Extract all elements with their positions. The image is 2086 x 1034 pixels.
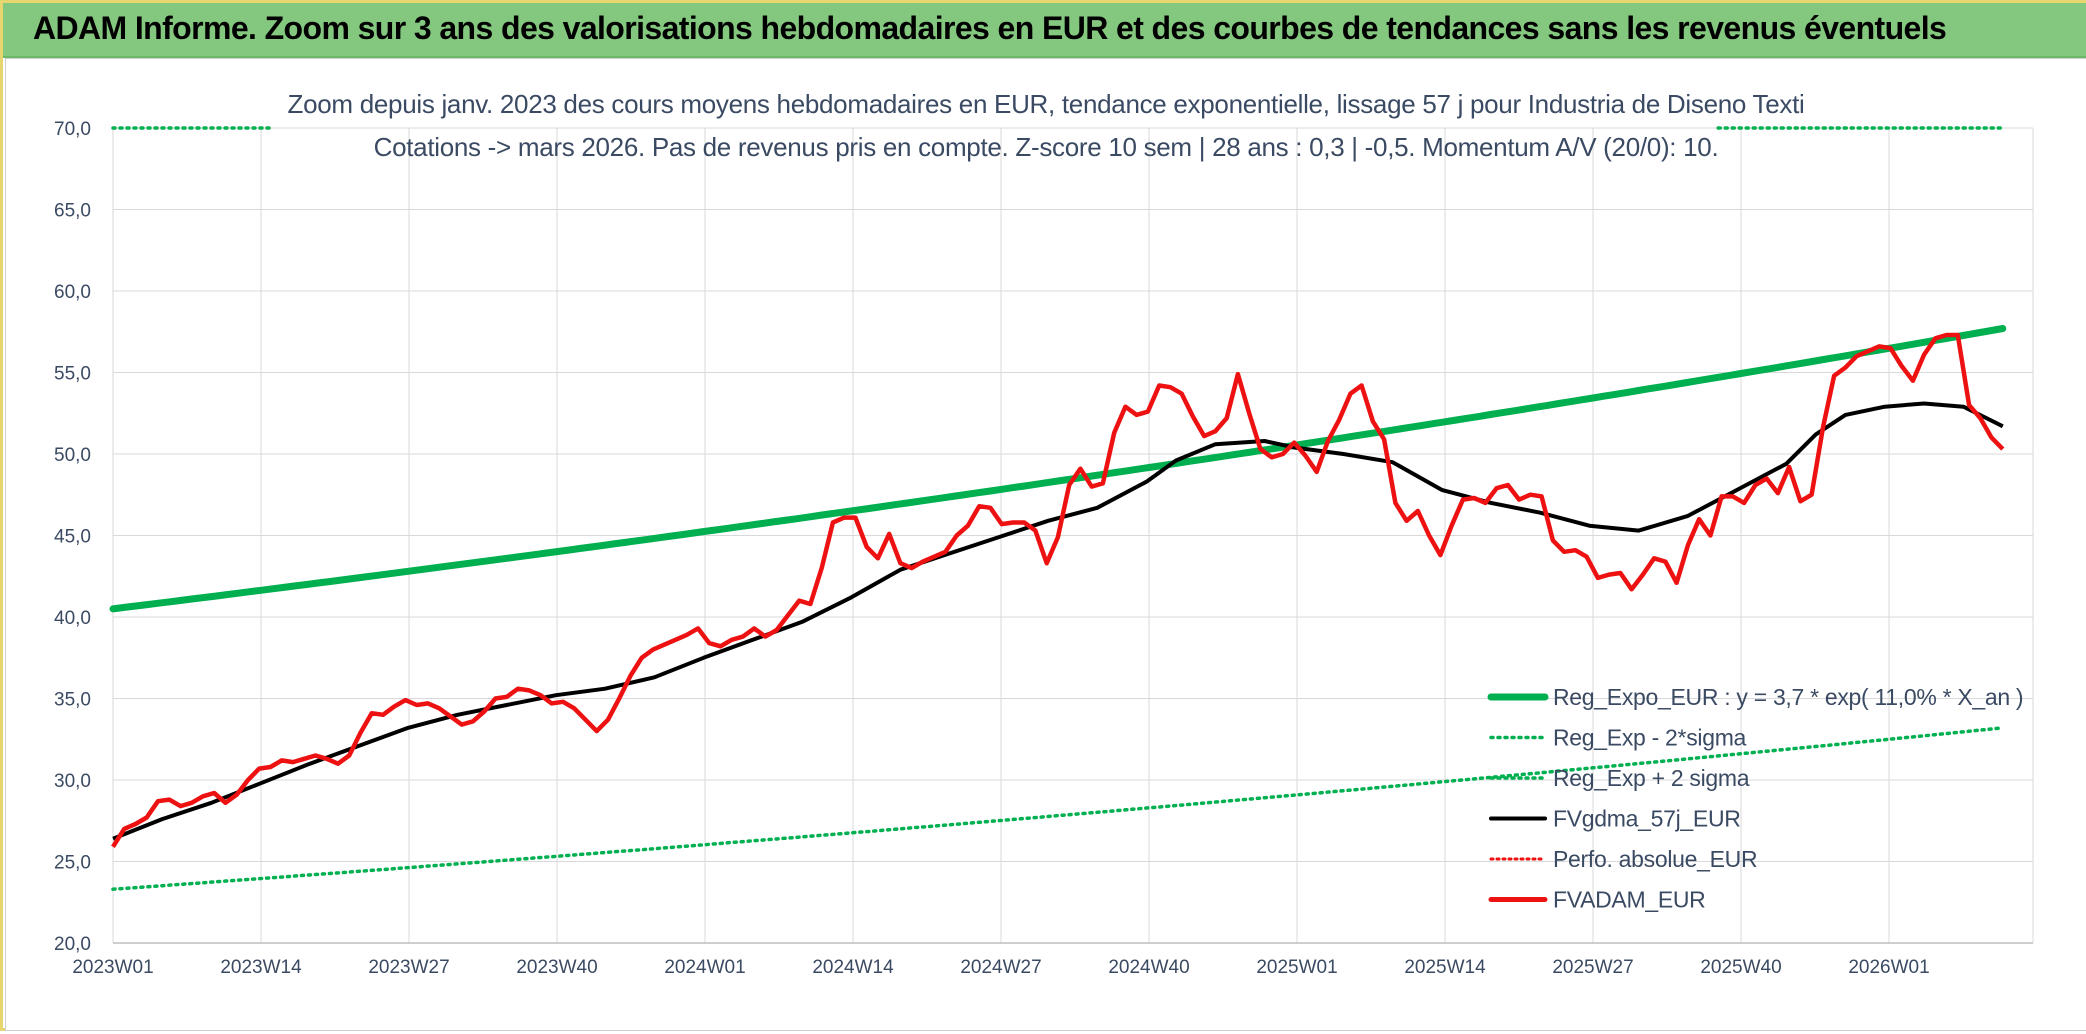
x-tick-label: 2024W27	[960, 957, 1041, 978]
y-tick-label: 70,0	[54, 119, 91, 140]
x-tick-label: 2024W01	[664, 957, 745, 978]
x-tick-label: 2025W14	[1404, 957, 1486, 978]
x-tick-label: 2023W01	[72, 957, 153, 978]
x-tick-label: 2026W01	[1848, 957, 1929, 978]
x-tick-label: 2024W40	[1108, 957, 1189, 978]
legend-label-smooth: FVgdma_57j_EUR	[1553, 806, 1741, 832]
grid	[112, 127, 2034, 944]
legend-label-minus2: Reg_Exp - 2*sigma	[1553, 725, 1747, 751]
report-title: ADAM Informe. Zoom sur 3 ans des valoris…	[33, 10, 1947, 46]
legend-label-trend: Reg_Expo_EUR : y = 3,7 * exp( 11,0% * X_…	[1553, 684, 2023, 710]
axis-ticks: 20,0 25,0 30,0 35,0 40,0 45,0 50,0 55,0 60,0 65,0…	[54, 119, 1930, 978]
y-tick-label: 25,0	[54, 853, 91, 874]
x-tick-label: 2023W14	[220, 957, 302, 978]
series-smooth	[112, 401, 2004, 841]
y-tick-label: 45,0	[54, 527, 91, 548]
y-tick-label: 30,0	[54, 771, 91, 792]
y-tick-label: 65,0	[54, 201, 91, 222]
legend-label-price: FVADAM_EUR	[1553, 887, 1706, 913]
chart-title-line-1: Zoom depuis janv. 2023 des cours moyens …	[288, 89, 1805, 119]
x-tick-label: 2023W40	[516, 957, 597, 978]
report-banner: ADAM Informe. Zoom sur 3 ans des valoris…	[3, 3, 2086, 58]
x-tick-label: 2025W01	[1256, 957, 1337, 978]
y-tick-label: 50,0	[54, 445, 91, 466]
plot-frame	[5, 58, 2086, 1031]
legend-label-perf: Perfo. absolue_EUR	[1553, 846, 1757, 872]
y-tick-label: 40,0	[54, 608, 91, 629]
series-trend	[109, 325, 2007, 613]
x-tick-label: 2023W27	[368, 957, 449, 978]
trend-chart: 20,0 25,0 30,0 35,0 40,0 45,0 50,0 55,0 60,0 65,0…	[54, 89, 2034, 978]
series-minus2sigma	[111, 726, 2005, 891]
series-price	[111, 332, 2005, 848]
chart-title: Zoom depuis janv. 2023 des cours moyens …	[288, 89, 1805, 162]
y-tick-label: 60,0	[54, 282, 91, 303]
x-tick-label: 2024W14	[812, 957, 894, 978]
y-tick-label: 35,0	[54, 690, 91, 711]
x-tick-label: 2025W27	[1552, 957, 1633, 978]
legend: Reg_Expo_EUR : y = 3,7 * exp( 11,0% * X_…	[1487, 684, 2024, 913]
y-tick-label: 55,0	[54, 364, 91, 385]
legend-label-plus2: Reg_Exp + 2 sigma	[1553, 765, 1750, 791]
x-tick-label: 2025W40	[1700, 957, 1781, 978]
series-layer	[109, 126, 2007, 891]
y-tick-label: 20,0	[54, 934, 91, 955]
chart-title-line-2: Cotations -> mars 2026. Pas de revenus p…	[374, 132, 1719, 162]
